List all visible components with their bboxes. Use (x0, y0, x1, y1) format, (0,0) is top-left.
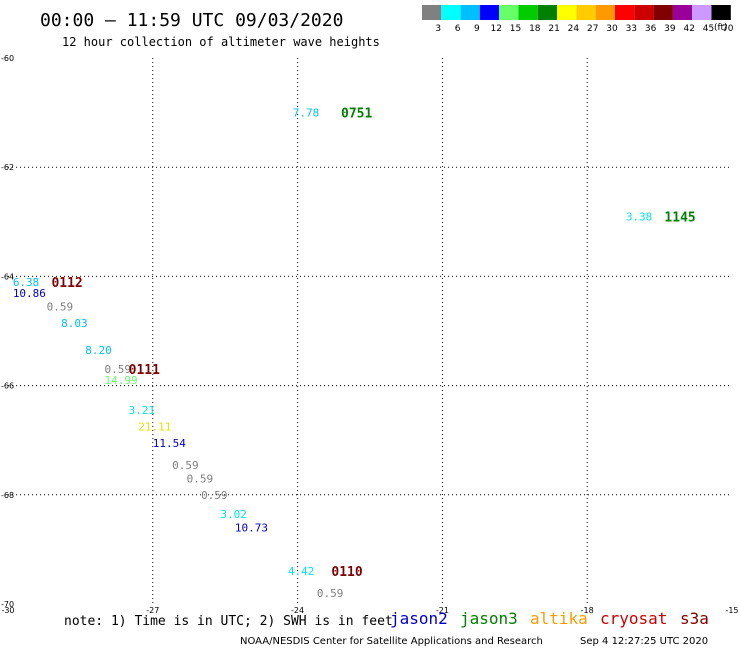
latitude-tick-label: -68 (1, 491, 14, 500)
pass-time-labels: 0751 1145 0112 0111 0110 (51, 107, 695, 581)
color-bin-label: 9 (474, 24, 480, 34)
wave-height-label: 0.59 (187, 472, 214, 485)
color-bin-label: 6 (455, 24, 461, 34)
color-bin-swatch (576, 5, 596, 20)
lat-lon-grid (8, 58, 732, 604)
latitude-tick-label: -60 (1, 54, 14, 63)
satellite-legend: jason2 jason3 altika cryosat s3a (390, 609, 709, 628)
wave-height-label: 10.73 (235, 522, 268, 535)
longitude-tick-label: -27 (146, 606, 159, 615)
footer-note: note: 1) Time is in UTC; 2) SWH is in fe… (64, 614, 393, 629)
latitude-tick-label: -70 (1, 600, 14, 609)
color-bin-swatch (557, 5, 577, 20)
wave-height-label: 3.21 (129, 404, 156, 417)
longitude-tick-label: -30 (1, 606, 14, 615)
color-bin-swatch (634, 5, 654, 20)
color-bin-label: 33 (626, 24, 637, 34)
color-scale-unit: (ft) (714, 23, 728, 33)
wave-height-label: 21.11 (138, 421, 171, 434)
map-title: 00:00 – 11:59 UTC 09/03/2020 (40, 10, 343, 31)
longitude-tick-label: -21 (436, 606, 449, 615)
color-bin-swatch (537, 5, 558, 20)
wave-height-label: 8.20 (85, 344, 112, 357)
color-bin-swatch (518, 5, 538, 20)
color-bin-swatch (499, 5, 519, 20)
wave-height-label: 0.59 (201, 489, 228, 502)
color-bin-swatch (595, 5, 615, 20)
color-bin-swatch (672, 5, 693, 20)
satellite-name-jason3: jason3 (460, 609, 518, 628)
satellite-name-cryosat: cryosat (600, 609, 667, 628)
wave-height-label: 10.86 (13, 287, 46, 300)
wave-height-label: 7.78 (293, 107, 320, 120)
color-bin-label: 30 (606, 24, 618, 34)
latitude-tick-label: -66 (1, 382, 14, 391)
pass-time-label: 0111 (129, 363, 160, 378)
wave-height-label: 11.54 (153, 437, 186, 450)
wave-height-label: 0.59 (105, 363, 131, 376)
axis-ticks: -30 -27 -24 -21 -18 -15 -60 -62 -64 -66 -68 -70 (1, 54, 739, 615)
latitude-tick-label: -64 (1, 272, 14, 281)
wave-height-label: 6.38 (13, 276, 40, 289)
wave-height-label: 3.38 (626, 210, 653, 223)
color-bin-swatch (441, 5, 461, 20)
wave-height-label: 4.42 (288, 565, 315, 578)
pass-time-label: 0751 (341, 107, 372, 122)
wave-height-label: 0.59 (172, 459, 199, 472)
color-bin-swatch (460, 5, 480, 20)
longitude-tick-label: -18 (581, 606, 594, 615)
satellite-name-altika: altika (530, 609, 588, 628)
color-bin-label: 21 (548, 24, 559, 34)
color-bin-label: 45 (703, 24, 714, 34)
wave-height-label: 0.59 (317, 587, 344, 600)
color-bin-swatch (692, 5, 712, 20)
wave-height-observations: 7.783.386.3810.860.598.038.200.5914.993.… (13, 107, 652, 600)
pass-time-label: 0112 (51, 276, 82, 291)
color-bin-label: 3 (435, 24, 441, 34)
satellite-name-jason2: jason2 (390, 609, 448, 628)
longitude-tick-label: -24 (291, 606, 304, 615)
pass-time-label: 1145 (664, 210, 695, 225)
color-scale-legend: 3 6 9 12 15 18 21 24 27 30 33 36 39 42 45 70 (422, 5, 734, 34)
color-bin-swatch (479, 5, 500, 20)
satellite-name-s3a: s3a (680, 609, 709, 628)
color-bin-swatch (615, 5, 635, 20)
wave-height-label: 3.02 (220, 508, 247, 521)
wave-height-label: 0.59 (47, 300, 74, 313)
footer-timestamp: Sep 4 12:27:25 UTC 2020 (580, 636, 708, 647)
wave-height-label: 14.99 (105, 374, 138, 387)
footer-credit: NOAA/NESDIS Center for Satellite Applica… (240, 636, 543, 647)
pass-time-label: 0110 (331, 565, 362, 580)
color-bin-label: 39 (664, 24, 676, 34)
color-bin-label: 24 (568, 24, 580, 34)
color-bin-label: 70 (722, 24, 734, 34)
latitude-tick-label: -62 (1, 163, 14, 172)
color-bin-label: 36 (645, 24, 657, 34)
longitude-tick-label: -15 (725, 606, 738, 615)
wave-height-label: 8.03 (61, 317, 88, 330)
color-bin-label: 18 (529, 24, 541, 34)
color-bin-label: 27 (587, 24, 598, 34)
color-bin-swatch (711, 5, 731, 20)
color-bin-label: 15 (510, 24, 521, 34)
color-bin-swatch (422, 5, 442, 20)
color-bin-label: 42 (683, 24, 694, 34)
map-subtitle: 12 hour collection of altimeter wave hei… (62, 35, 380, 49)
color-bin-swatch (653, 5, 673, 20)
color-bin-label: 12 (490, 24, 501, 34)
